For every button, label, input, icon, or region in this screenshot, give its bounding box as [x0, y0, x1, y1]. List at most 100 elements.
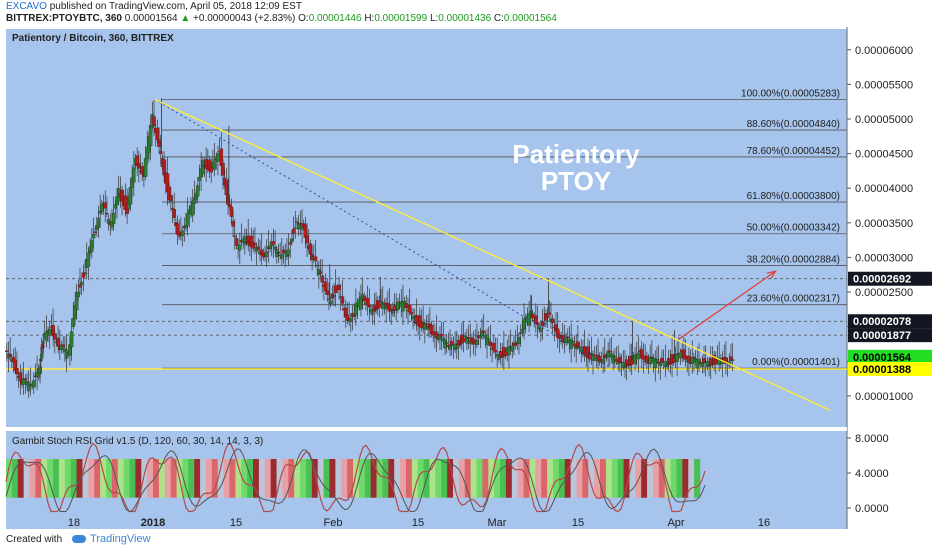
rsi-grid-cell [582, 487, 589, 498]
rsi-grid-cell [488, 478, 495, 489]
candle-up [636, 352, 641, 360]
rsi-grid-cell [41, 459, 48, 469]
rsi-grid-cell [341, 468, 348, 479]
rsi-grid-cell [282, 478, 289, 489]
rsi-grid-cell [235, 478, 242, 489]
candle-down [377, 303, 382, 308]
rsi-grid-cell [435, 459, 442, 469]
candle-down [39, 359, 43, 361]
rsi-grid-cell [517, 478, 524, 489]
candle-down [152, 116, 156, 127]
rsi-grid-cell [211, 468, 218, 479]
rsi-grid-cell [94, 459, 101, 469]
rsi-grid-cell [635, 459, 642, 469]
rsi-grid-cell [676, 468, 683, 479]
rsi-grid-cell [353, 478, 360, 489]
projection-arrow [678, 270, 776, 340]
rsi-grid-cell [694, 478, 701, 489]
rsi-grid-cell [582, 459, 589, 469]
candle-down [493, 350, 498, 353]
rsi-grid-cell [405, 478, 413, 489]
rsi-grid-cell [288, 459, 295, 469]
rsi-grid-cell [17, 468, 24, 479]
rsi-grid-cell [400, 459, 407, 469]
rsi-grid-cell [294, 487, 301, 498]
candle-up [96, 218, 101, 228]
rsi-grid-cell [611, 459, 618, 469]
rsi-grid-cell [305, 478, 313, 489]
candle-up [497, 358, 501, 360]
candle-down [492, 343, 496, 351]
candle-up [212, 159, 217, 170]
candle-up [143, 158, 148, 177]
rsi-grid-cell [564, 487, 571, 498]
candle-down [340, 296, 345, 304]
candle-down [229, 206, 234, 217]
rsi-grid-cell [88, 487, 95, 498]
y-tick-label: 0.00004000 [855, 183, 913, 195]
candle-down [323, 281, 328, 291]
rsi-grid-cell [558, 459, 565, 469]
rsi-grid-cell [488, 468, 495, 479]
cloud-icon [72, 535, 86, 544]
candle-down [481, 330, 486, 334]
rsi-grid-cell [53, 468, 60, 479]
candle-up [280, 254, 284, 259]
rsi-grid-cell [317, 459, 324, 469]
rsi-grid-cell [53, 459, 60, 469]
candle-up [71, 318, 76, 327]
candle-up [443, 340, 447, 349]
author-link[interactable]: EXCAVO [6, 1, 47, 12]
chart-header: EXCAVO published on TradingView.com, Apr… [0, 0, 932, 27]
rsi-grid-cell [123, 487, 130, 498]
fib-level-label: 100.00%(0.00005283) [741, 88, 840, 99]
rsi-grid-cell [194, 487, 201, 498]
rsi-grid-cell [523, 468, 530, 479]
rsi-grid-cell [241, 478, 248, 489]
candle-up [238, 244, 242, 251]
rsi-grid-cell [435, 487, 442, 498]
rsi-grid-cell [94, 468, 101, 479]
rsi-grid-cell [264, 487, 271, 498]
candle-down [683, 355, 688, 360]
rsi-grid-cell [400, 468, 407, 479]
rsi-grid-cell [605, 487, 612, 498]
rsi-grid-cell [305, 459, 313, 469]
rsi-grid-cell [129, 459, 136, 469]
rsi-grid-cell [300, 468, 307, 479]
rsi-grid-cell [564, 468, 571, 479]
x-tick-label: Apr [667, 517, 684, 529]
rsi-grid-cell [88, 478, 95, 489]
y-tick-label: 0.00003000 [855, 252, 913, 264]
candle-up [370, 312, 375, 315]
rsi-grid-cell [364, 459, 371, 469]
candle-down [434, 331, 439, 339]
candle-down [172, 209, 176, 218]
publish-line: EXCAVO published on TradingView.com, Apr… [6, 1, 302, 13]
rsi-grid-cell [329, 468, 336, 479]
rsi-grid-cell [411, 487, 418, 498]
candle-down [305, 235, 309, 244]
candle-up [697, 359, 701, 362]
rsi-grid-cell [147, 468, 154, 479]
rsi-grid-cell [6, 468, 13, 479]
rsi-grid-cell [188, 459, 195, 469]
candle-down [641, 355, 646, 360]
candle-down [404, 303, 409, 309]
rsi-grid-cell [623, 487, 630, 498]
candle-up [658, 362, 663, 367]
tradingview-logo[interactable]: TradingView [72, 533, 151, 545]
rsi-grid-cell [76, 487, 83, 498]
rsi-grid-cell [411, 459, 418, 469]
chart-canvas[interactable]: 0.00006000 0.00005500 0.00005000 0.00004500… [0, 27, 932, 529]
rsi-grid-cell [76, 478, 83, 489]
created-with-text: Created with [6, 534, 63, 545]
rsi-grid-cell [35, 468, 42, 479]
rsi-grid-cell [388, 459, 395, 469]
rsi-grid-cell [247, 478, 254, 489]
rsi-grid-cell [317, 487, 324, 498]
fib-level-label: 50.00%(0.00003342) [747, 223, 840, 234]
rsi-grid-cell [94, 478, 101, 489]
rsi-grid-cell [70, 459, 77, 469]
rsi-grid-cell [611, 487, 618, 498]
